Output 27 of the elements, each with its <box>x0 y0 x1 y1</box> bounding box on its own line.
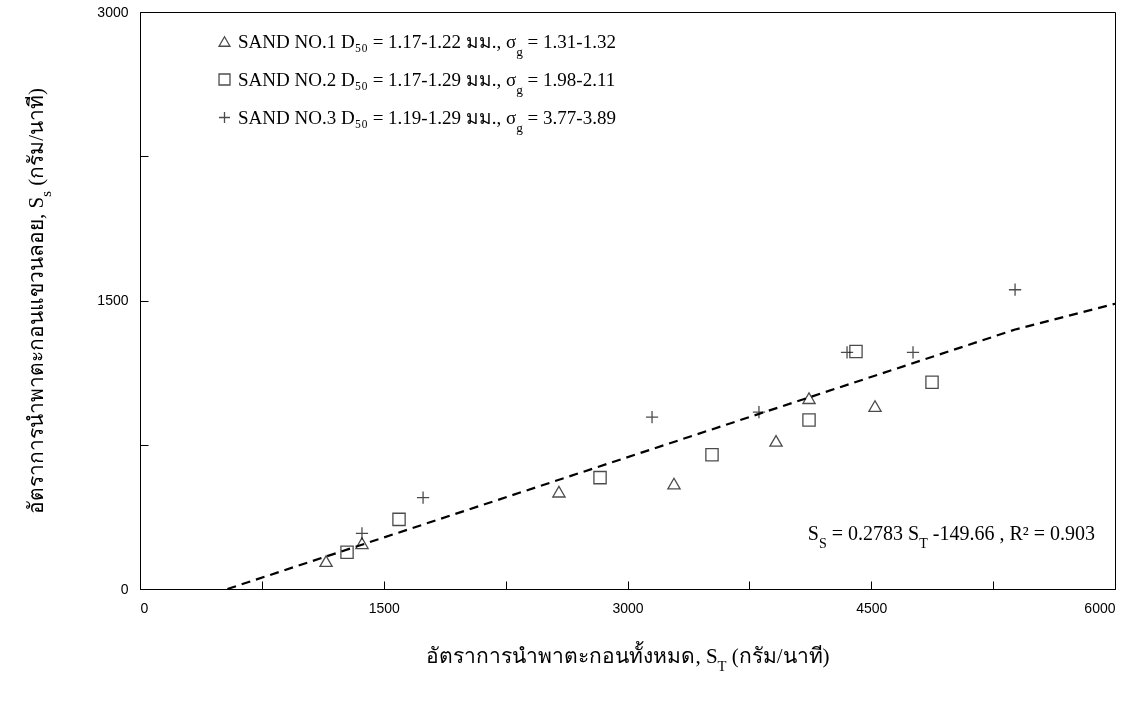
point <box>552 485 566 498</box>
x-tick-label: 0 <box>140 599 149 616</box>
point <box>319 555 333 568</box>
y-tick-label: 3000 <box>97 3 129 20</box>
point <box>925 375 939 390</box>
x-axis-title: อัตราการนำพาตะกอนทั้งหมด, S$_{T}$ (กรัม/นาที) <box>426 640 830 674</box>
y-tick-label: 1500 <box>97 292 129 308</box>
y-tick-label: 0 <box>120 580 129 597</box>
point <box>769 434 783 447</box>
x-tick-label: 6000 <box>1084 599 1116 616</box>
point <box>868 400 882 413</box>
annotation: S$_{S}$ = 0.2783 S$_{T}$ -149.66 , R² = 0.903 <box>807 522 1095 551</box>
point <box>593 470 607 485</box>
x-tick-label: 1500 <box>368 599 401 616</box>
legend-label: SAND NO.1 D₅₀ = 1.17-1.22 มม., σ$_{g}$ = 1.31-1.32 <box>238 30 616 58</box>
point <box>849 344 863 359</box>
point <box>340 545 354 560</box>
point <box>392 512 406 527</box>
x-tick-label: 4500 <box>856 599 888 616</box>
point <box>802 392 816 405</box>
point <box>802 413 816 427</box>
legend-label: SAND NO.2 D₅₀ = 1.17-1.29 มม., σ$_{g}$ = 1.98-2.11 <box>238 68 616 96</box>
x-tick-label: 3000 <box>612 599 644 616</box>
point <box>705 447 719 462</box>
legend-label: SAND NO.3 D₅₀ = 1.19-1.29 มม., σ$_{g}$ = 3.77-3.89 <box>238 106 616 134</box>
point <box>667 477 681 490</box>
point <box>355 537 369 550</box>
